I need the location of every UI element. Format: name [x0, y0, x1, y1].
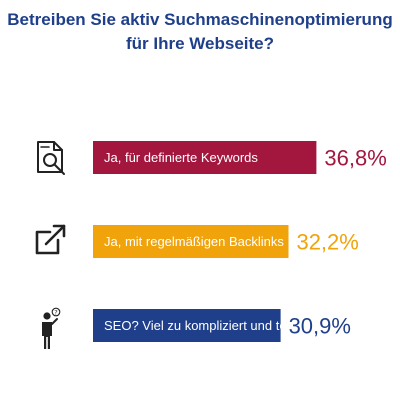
bar-label-1: Ja, für definierte Keywords [104, 150, 258, 165]
confused-person-icon: ? [42, 307, 61, 349]
value-label-2: 32,2% [296, 230, 358, 255]
svg-text:?: ? [54, 308, 57, 316]
external-link-icon [35, 224, 66, 255]
bar-label-2: Ja, mit regelmäßigen Backlinks [104, 234, 284, 249]
bar-2 [93, 225, 289, 258]
bar-label-3: SEO? Viel zu kompliziert und teuer [104, 318, 306, 333]
chart-title-line-1: Betreiben Sie aktiv Suchmaschinenoptimie… [7, 10, 393, 29]
chart-title: Betreiben Sie aktiv Suchmaschinenoptimie… [0, 8, 400, 56]
bar-3 [93, 309, 281, 342]
value-label-1: 36,8% [324, 146, 386, 171]
bar-1 [93, 141, 317, 174]
value-label-3: 30,9% [289, 314, 351, 339]
chart-title-line-2: für Ihre Webseite? [126, 34, 274, 53]
document-search-icon [37, 141, 65, 175]
